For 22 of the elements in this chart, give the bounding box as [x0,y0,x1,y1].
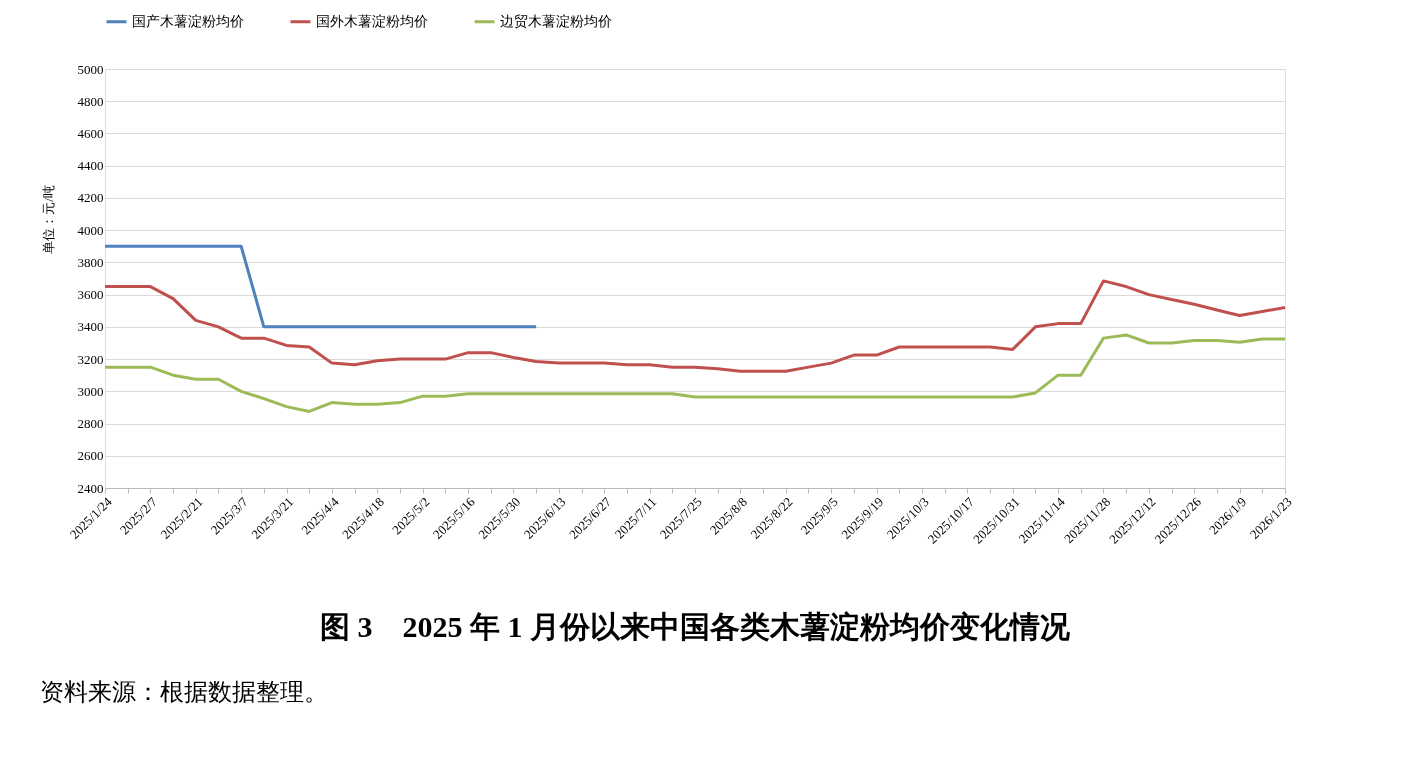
y-tick-label: 3000 [77,383,104,399]
y-tick-label: 2800 [77,416,104,432]
y-tick-label: 2600 [77,448,104,464]
y-tick-label: 3800 [77,254,104,270]
text: 图 3 2025 年 1 月份以来中国各类木薯淀粉均价变化情况 [320,610,1071,643]
line-series [103,279,1287,373]
y-tick-label: 2400 [77,480,104,496]
text: 资料来源：根据数据整理。 [40,679,328,705]
y-tick-label: 3600 [77,287,104,303]
legend-label: 边贸木薯淀粉均价 [500,13,612,29]
y-tick-label: 4400 [77,158,104,174]
y-tick-label: 3200 [77,351,104,367]
line-series [103,333,1287,413]
y-tick-label: 3400 [77,319,104,335]
y-tick-label: 4800 [77,93,104,109]
y-tick-label: 4600 [77,125,104,141]
y-tick-label: 5000 [77,61,104,77]
legend-label: 国产木薯淀粉均价 [132,13,244,29]
y-tick-label: 4200 [77,190,104,206]
y-axis-title: 单位：元/吨 [40,185,56,254]
y-tick-label: 4000 [77,222,104,238]
legend-label: 国外木薯淀粉均价 [316,13,428,29]
